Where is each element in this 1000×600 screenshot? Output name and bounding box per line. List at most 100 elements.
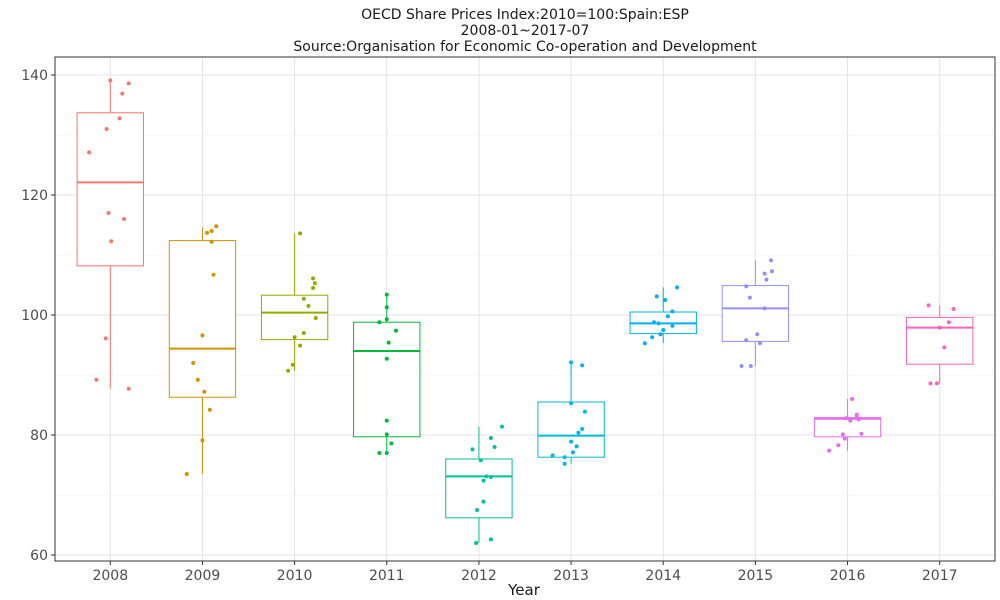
data-point	[762, 271, 767, 276]
data-point	[474, 541, 479, 545]
data-point	[758, 341, 762, 346]
data-point	[854, 412, 859, 417]
data-point	[87, 150, 92, 155]
x-axis-title: Year	[507, 581, 541, 599]
data-point	[848, 418, 853, 423]
data-point	[384, 317, 389, 322]
data-point	[670, 309, 675, 314]
data-point	[109, 239, 114, 244]
data-point	[569, 401, 574, 406]
data-point	[856, 417, 861, 422]
data-point	[574, 444, 579, 449]
data-point	[384, 356, 389, 361]
data-point	[492, 445, 497, 449]
data-point	[656, 321, 661, 326]
x-tick-label: 2010	[277, 568, 313, 584]
data-point	[214, 224, 219, 229]
data-point	[301, 331, 306, 335]
y-tick-label: 80	[30, 428, 48, 444]
chart-title-line-3: Source:Organisation for Economic Co-oper…	[293, 39, 757, 55]
data-point	[126, 386, 131, 391]
data-point	[384, 418, 389, 423]
data-point	[298, 343, 303, 348]
box-iqr	[906, 316, 974, 365]
data-point	[827, 448, 832, 453]
box-iqr	[813, 417, 882, 438]
data-point	[488, 436, 493, 440]
data-point	[850, 397, 855, 401]
box-iqr	[260, 294, 329, 341]
data-point	[650, 335, 655, 340]
data-point	[195, 377, 200, 382]
data-point	[108, 78, 113, 83]
box-iqr	[721, 285, 790, 342]
x-tick-label: 2012	[461, 568, 497, 584]
data-point	[499, 424, 504, 429]
data-point	[934, 381, 939, 386]
data-point	[937, 325, 942, 330]
data-point	[576, 430, 581, 435]
data-point	[393, 328, 398, 333]
data-point	[942, 345, 947, 350]
data-point	[126, 81, 131, 86]
box-iqr	[168, 240, 237, 398]
data-point	[286, 368, 291, 373]
data-point	[562, 455, 567, 460]
data-point	[652, 320, 657, 325]
data-point	[488, 537, 493, 542]
data-point	[202, 389, 207, 394]
data-point	[642, 341, 647, 346]
data-point	[769, 258, 774, 263]
data-point	[94, 377, 99, 382]
data-point	[104, 127, 109, 131]
data-point	[311, 276, 316, 281]
data-point	[570, 450, 575, 455]
data-point	[484, 474, 489, 479]
data-point	[120, 91, 125, 96]
data-point	[481, 478, 486, 483]
data-point	[670, 323, 675, 328]
data-point	[582, 409, 587, 414]
data-point	[658, 332, 663, 337]
data-point	[550, 453, 555, 458]
data-point	[312, 281, 317, 286]
data-point	[205, 230, 210, 235]
x-tick-label: 2014	[645, 568, 681, 584]
data-point	[748, 364, 753, 368]
data-point	[842, 436, 847, 441]
data-point	[384, 451, 389, 455]
data-point	[928, 381, 933, 386]
data-point	[313, 316, 318, 320]
x-tick-label: 2015	[738, 568, 774, 584]
data-point	[122, 217, 127, 221]
data-point	[840, 432, 845, 437]
x-tick-label: 2016	[830, 568, 866, 584]
data-point	[946, 320, 951, 325]
data-point	[475, 508, 480, 512]
data-point	[191, 361, 196, 365]
data-point	[290, 362, 295, 367]
data-point	[384, 432, 389, 437]
data-point	[384, 305, 389, 310]
data-point	[200, 333, 205, 338]
data-point	[580, 427, 585, 431]
data-point	[665, 314, 670, 319]
x-tick-label: 2013	[553, 568, 589, 584]
data-point	[311, 286, 316, 290]
data-point	[843, 416, 848, 421]
plot-area: 60 80 100 120 140 2008 2009 2010 2011 2012 2013 201…	[21, 56, 996, 584]
data-point	[569, 360, 574, 365]
y-tick-label: 100	[21, 308, 48, 324]
data-point	[747, 295, 752, 300]
data-point	[951, 307, 956, 311]
data-point	[103, 336, 108, 341]
data-point	[377, 451, 382, 455]
data-point	[762, 306, 767, 311]
data-point	[106, 211, 111, 215]
y-tick-label: 140	[21, 68, 48, 84]
data-point	[384, 292, 389, 297]
y-tick-label: 120	[21, 188, 48, 204]
data-point	[654, 294, 659, 299]
x-tick-label: 2011	[369, 568, 405, 584]
